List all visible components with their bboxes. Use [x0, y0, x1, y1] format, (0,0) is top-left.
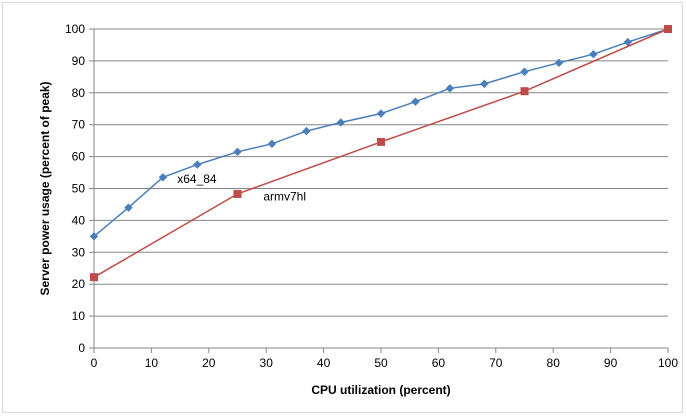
x-tick-label: 100 — [658, 356, 678, 370]
data-point-x64_84 — [554, 58, 564, 68]
gridlines — [94, 28, 668, 317]
data-point-x64_84 — [520, 67, 529, 76]
data-point-armv7hl — [90, 273, 98, 282]
chart-frame — [2, 2, 683, 413]
x-tick-label: 40 — [317, 356, 331, 370]
y-tick-label: 60 — [72, 150, 86, 164]
y-tick-label: 0 — [78, 341, 85, 355]
series-label-armv7hl: armv7hl — [263, 189, 306, 203]
x-tick-label: 70 — [489, 356, 503, 370]
data-point-armv7hl — [520, 87, 529, 96]
data-point-armv7hl — [377, 137, 385, 146]
x-tick-label: 60 — [432, 356, 446, 370]
series-armv7hl — [90, 25, 672, 282]
data-point-armv7hl — [233, 189, 242, 198]
data-point-x64_84 — [411, 97, 420, 106]
y-tick-label: 90 — [72, 54, 86, 68]
y-tick-label: 100 — [65, 22, 85, 36]
y-tick-label: 40 — [72, 213, 86, 227]
data-point-x64_84 — [158, 173, 168, 182]
y-tick-label: 20 — [72, 277, 86, 291]
data-point-armv7hl — [664, 25, 672, 33]
y-tick-label: 80 — [72, 86, 86, 100]
data-point-x64_84 — [124, 203, 133, 212]
annotations: x64_84 armv7hl — [177, 172, 306, 203]
y-axis-title: Server power usage (percent of peak) — [38, 81, 52, 295]
y-tick-label: 30 — [72, 245, 86, 259]
data-point-x64_84 — [336, 118, 346, 127]
data-point-x64_84 — [589, 50, 598, 59]
data-point-x64_84 — [89, 232, 99, 241]
x-tick-label: 80 — [547, 356, 561, 370]
y-tick-label: 50 — [72, 182, 86, 196]
series-line-armv7hl — [93, 28, 669, 278]
data-point-x64_84 — [233, 147, 242, 157]
x-tick-label: 0 — [91, 356, 98, 370]
x-tick-label: 30 — [260, 356, 274, 370]
tick-labels: 0 10 20 30 40 50 60 70 80 90 100 0 10 20 30 40 50 60 70 80 9… — [65, 22, 678, 370]
x-tick-label: 90 — [604, 356, 618, 370]
data-point-x64_84 — [376, 109, 386, 118]
data-point-x64_84 — [623, 37, 633, 47]
x-tick-label: 10 — [145, 356, 159, 370]
data-point-x64_84 — [267, 139, 277, 149]
data-point-x64_84 — [302, 126, 311, 136]
x-tick-label: 20 — [202, 356, 216, 370]
data-point-x64_84 — [445, 84, 455, 93]
data-point-x64_84 — [193, 160, 202, 169]
series-label-x64_84: x64_84 — [177, 172, 217, 186]
y-tick-label: 70 — [72, 118, 86, 132]
x-tick-label: 50 — [374, 356, 388, 370]
series-x64_84 — [89, 24, 673, 241]
series-line-x64_84 — [93, 28, 669, 237]
series — [89, 24, 673, 282]
x-axis-title: CPU utilization (percent) — [311, 383, 450, 397]
y-tick-label: 10 — [72, 309, 86, 323]
data-point-x64_84 — [480, 79, 489, 89]
